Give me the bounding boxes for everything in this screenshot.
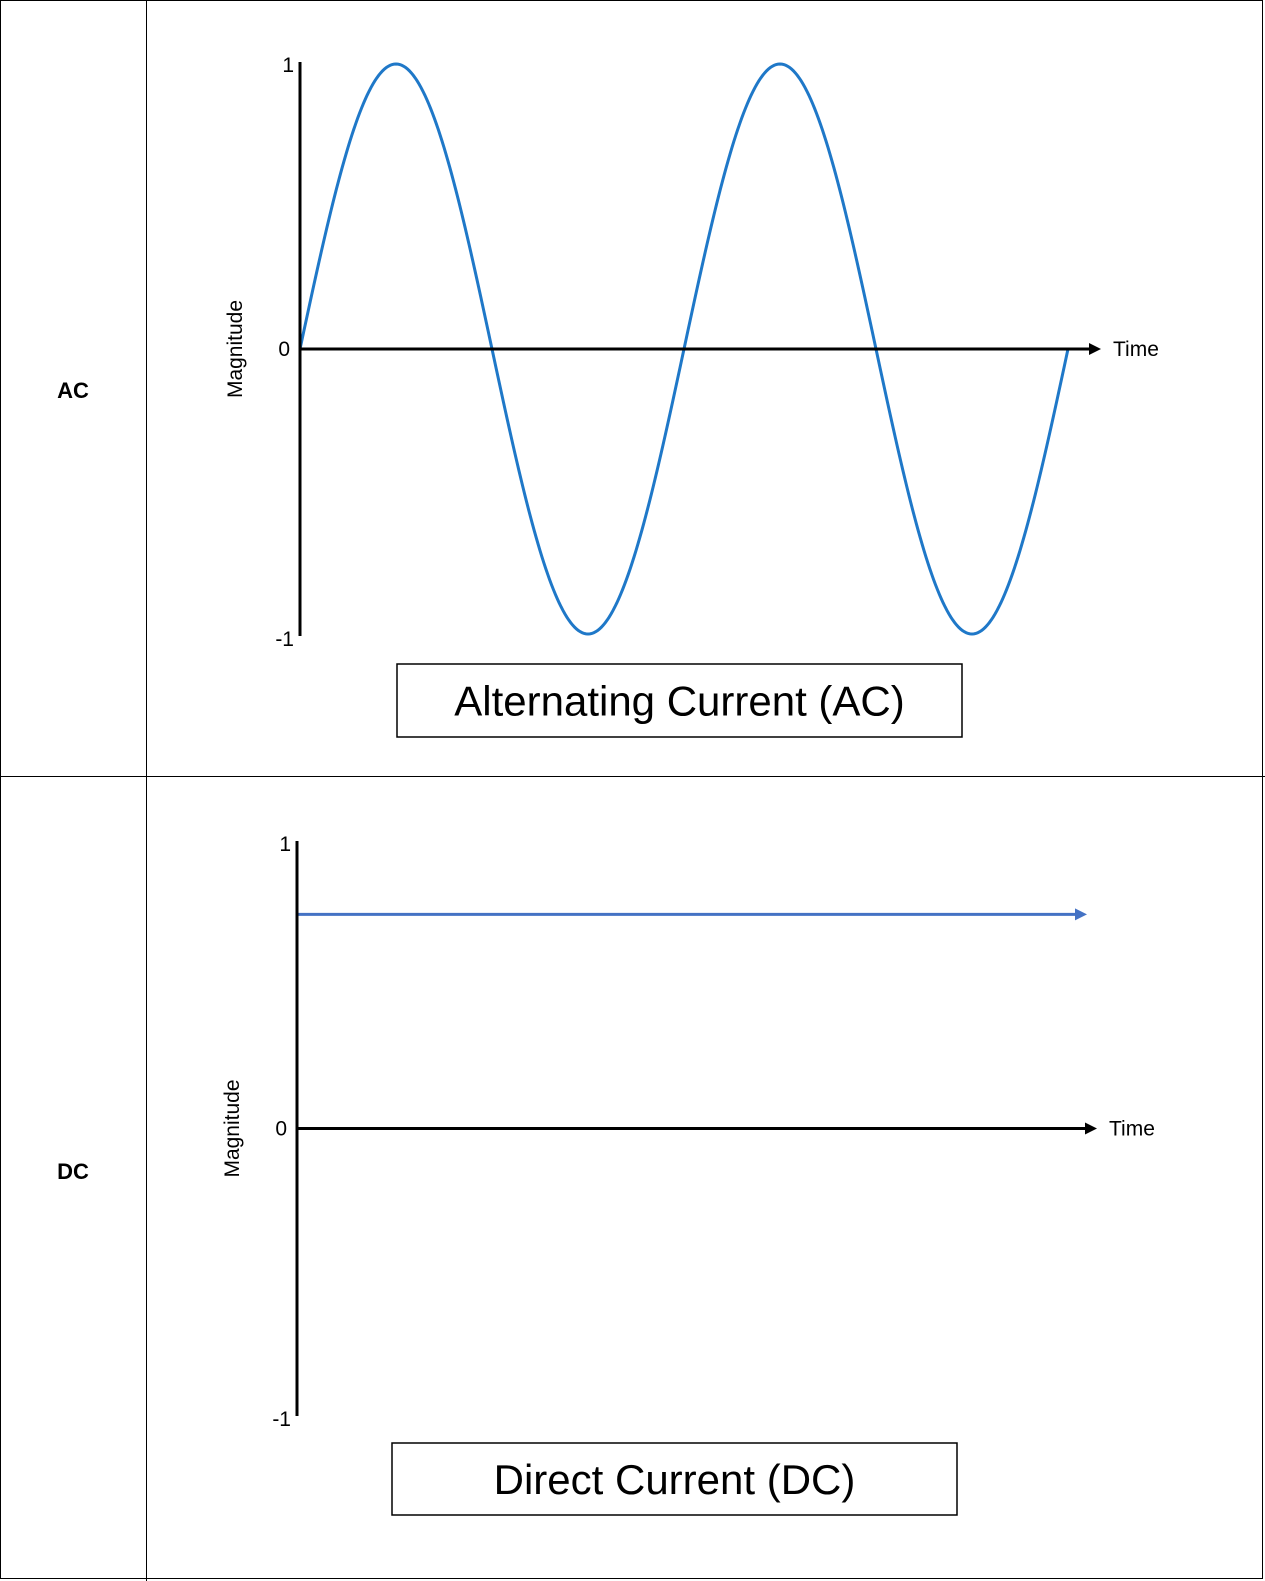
x-axis-label: Time: [1109, 1118, 1155, 1141]
y-tick-label-top: 1: [279, 833, 291, 856]
dc-series-arrowhead: [1075, 908, 1087, 921]
row-label-dc: DC: [57, 1159, 89, 1184]
y-axis-label: Magnitude: [224, 300, 247, 398]
row-divider: [0, 776, 1265, 777]
x-axis-arrowhead: [1085, 1122, 1097, 1135]
y-axis-label: Magnitude: [221, 1079, 244, 1177]
x-axis-label: Time: [1113, 338, 1159, 361]
chart-title: Direct Current (DC): [494, 1456, 856, 1503]
chart-title-box: [396, 663, 963, 738]
x-axis-arrowhead: [1089, 343, 1101, 355]
chart-title: Alternating Current (AC): [454, 678, 905, 725]
y-tick-label-top: 1: [282, 54, 294, 77]
y-tick-label-bottom: -1: [275, 628, 294, 651]
y-tick-label-zero: 0: [278, 338, 290, 361]
ac-chart: 1 0 -1 Time Magnitude Alternating Curren…: [224, 54, 1159, 738]
y-tick-label-bottom: -1: [272, 1408, 291, 1431]
chart-title-box: [391, 1442, 958, 1516]
row-label-ac: AC: [57, 378, 89, 403]
column-divider: [146, 0, 147, 1581]
y-tick-label-zero: 0: [275, 1118, 287, 1141]
dc-chart: 1 0 -1 Time Magnitude Direct Current (DC…: [221, 833, 1155, 1516]
